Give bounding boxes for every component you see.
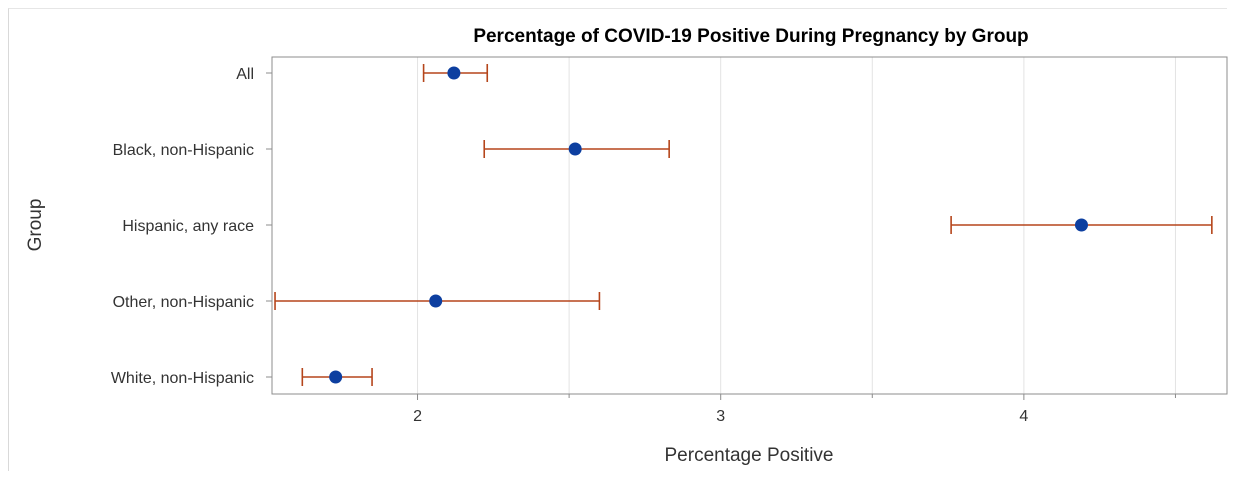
x-axis-label: Percentage Positive xyxy=(665,445,834,466)
data-point xyxy=(447,66,461,80)
y-tick-label: Other, non-Hispanic xyxy=(113,294,254,311)
chart-title: Percentage of COVID-19 Positive During P… xyxy=(473,26,1028,47)
data-point xyxy=(568,142,582,156)
y-tick-label: Black, non-Hispanic xyxy=(113,142,254,159)
y-tick-label: Hispanic, any race xyxy=(122,218,254,235)
data-point xyxy=(429,294,443,308)
y-tick-label: All xyxy=(236,66,254,83)
data-point xyxy=(329,370,343,384)
x-tick-label: 2 xyxy=(413,408,422,425)
y-tick-label: White, non-Hispanic xyxy=(111,370,254,387)
x-tick-label: 3 xyxy=(716,408,725,425)
y-axis-label: Group xyxy=(25,199,46,252)
x-tick-label: 4 xyxy=(1019,408,1028,425)
y-axis-ticks: All Black, non-Hispanic Hispanic, any race… xyxy=(111,66,272,387)
figure-border xyxy=(8,8,1227,471)
data-point xyxy=(1074,218,1088,232)
data-points xyxy=(329,66,1088,384)
x-axis-ticks: 2 3 4 xyxy=(413,394,1176,425)
